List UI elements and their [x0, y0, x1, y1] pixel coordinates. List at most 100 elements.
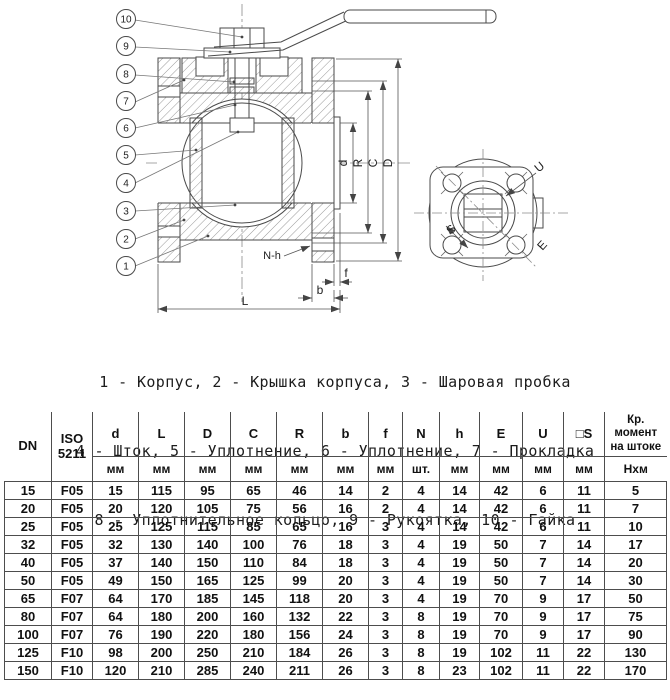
table-cell: 64	[92, 589, 139, 608]
flange-left	[157, 57, 181, 263]
table-cell: F05	[51, 535, 93, 554]
table-cell: 16	[322, 517, 369, 536]
table-row: 100 F07 76 190 220 180 156 24 3 8 19 70 9 17 90	[4, 625, 667, 644]
col-header-iso: ISO 5211	[51, 412, 93, 482]
table-cell: 42	[479, 499, 523, 518]
table-row: 32 F05 32 130 140 100 76 18 3 4 19 50 7 14 17	[4, 535, 667, 554]
table-cell: 125	[4, 643, 52, 662]
table-cell: 145	[230, 589, 277, 608]
table-cell: F07	[51, 607, 93, 626]
table-cell: 22	[322, 607, 369, 626]
dim-label-L: L	[242, 294, 249, 308]
table-cell: 14	[563, 571, 605, 590]
col-unit-D: мм	[184, 456, 231, 482]
table-cell: 90	[604, 625, 667, 644]
table-cell: 17	[604, 535, 667, 554]
table-row: 20 F05 20 120 105 75 56 16 2 4 14 42 6 11 7	[4, 499, 667, 518]
table-cell: 20	[4, 499, 52, 518]
table-cell: 16	[322, 499, 369, 518]
table-cell: 4	[402, 589, 440, 608]
table-cell: 210	[138, 661, 185, 680]
table-row: 80 F07 64 180 200 160 132 22 3 8 19 70 9 17 75	[4, 607, 667, 626]
table-cell: 18	[322, 535, 369, 554]
col-header-f: f	[368, 412, 403, 457]
table-cell: 26	[322, 643, 369, 662]
table-cell: 165	[184, 571, 231, 590]
table-cell: 211	[276, 661, 323, 680]
col-header-D: D	[184, 412, 231, 457]
table-cell: 22	[563, 661, 605, 680]
col-header-d: d	[92, 412, 139, 457]
table-cell: 42	[479, 517, 523, 536]
side-centerlines	[414, 149, 568, 281]
table-cell: 20	[322, 571, 369, 590]
callout-3: 3	[123, 207, 129, 218]
table-row: 15 F05 15 115 95 65 46 14 2 4 14 42 6 11 5	[4, 481, 667, 500]
table-row: 25 F05 25 125 115 85 65 16 3 4 14 42 6 11 10	[4, 517, 667, 536]
table-cell: 8	[402, 607, 440, 626]
dimension-labels-right: d R C D	[336, 158, 395, 167]
table-cell: 19	[439, 607, 480, 626]
dim-label-N-h: N-h	[263, 250, 281, 262]
table-cell: F05	[51, 481, 93, 500]
col-unit-b: мм	[322, 456, 369, 482]
callout-8: 8	[123, 70, 129, 81]
table-cell: 19	[439, 643, 480, 662]
table-cell: 150	[138, 571, 185, 590]
callout-7: 7	[123, 97, 129, 108]
callout-4: 4	[123, 179, 129, 190]
table-cell: 14	[563, 553, 605, 572]
table-cell: 115	[138, 481, 185, 500]
table-cell: 150	[184, 553, 231, 572]
table-cell: 22	[563, 643, 605, 662]
table-cell: 3	[368, 625, 403, 644]
callout-5: 5	[123, 151, 129, 162]
table-cell: 80	[4, 607, 52, 626]
table-cell: 210	[230, 643, 277, 662]
table-cell: 19	[439, 625, 480, 644]
table-cell: 25	[92, 517, 139, 536]
table-cell: 30	[604, 571, 667, 590]
ball	[181, 102, 303, 224]
dim-label-d: d	[336, 160, 350, 167]
table-cell: 37	[92, 553, 139, 572]
legend-line-1: 1 - Корпус, 2 - Крышка корпуса, 3 - Шаро…	[99, 373, 571, 391]
main-view: d R C D f b L N-h	[116, 4, 497, 313]
col-header-E: E	[479, 412, 523, 457]
callout-2: 2	[123, 235, 129, 246]
table-cell: 150	[4, 661, 52, 680]
table-cell: 14	[439, 517, 480, 536]
table-cell: 132	[276, 607, 323, 626]
table-cell: 120	[138, 499, 185, 518]
table-cell: 46	[276, 481, 323, 500]
table-cell: 130	[604, 643, 667, 662]
table-cell: 240	[230, 661, 277, 680]
table-cell: 25	[4, 517, 52, 536]
callout-1: 1	[123, 262, 129, 273]
col-header-U: U	[522, 412, 564, 457]
table-cell: 70	[479, 589, 523, 608]
table-row: 50 F05 49 150 165 125 99 20 3 4 19 50 7 14 30	[4, 571, 667, 590]
seat-left	[189, 117, 203, 209]
table-cell: 50	[479, 553, 523, 572]
table-cell: 76	[276, 535, 323, 554]
table-cell: 98	[92, 643, 139, 662]
table-cell: 20	[92, 499, 139, 518]
col-unit-E: мм	[479, 456, 523, 482]
table-cell: F10	[51, 643, 93, 662]
table-cell: 64	[92, 607, 139, 626]
table-cell: 3	[368, 535, 403, 554]
dim-label-C: C	[366, 158, 380, 167]
table-cell: 7	[604, 499, 667, 518]
table-cell: 4	[402, 481, 440, 500]
table-cell: 120	[92, 661, 139, 680]
table-cell: 70	[479, 607, 523, 626]
table-cell: 65	[276, 517, 323, 536]
table-cell: 3	[368, 589, 403, 608]
table-cell: 65	[230, 481, 277, 500]
table-cell: 185	[184, 589, 231, 608]
table-cell: 17	[563, 589, 605, 608]
table-cell: 19	[439, 535, 480, 554]
table-cell: F05	[51, 553, 93, 572]
table-cell: 170	[604, 661, 667, 680]
